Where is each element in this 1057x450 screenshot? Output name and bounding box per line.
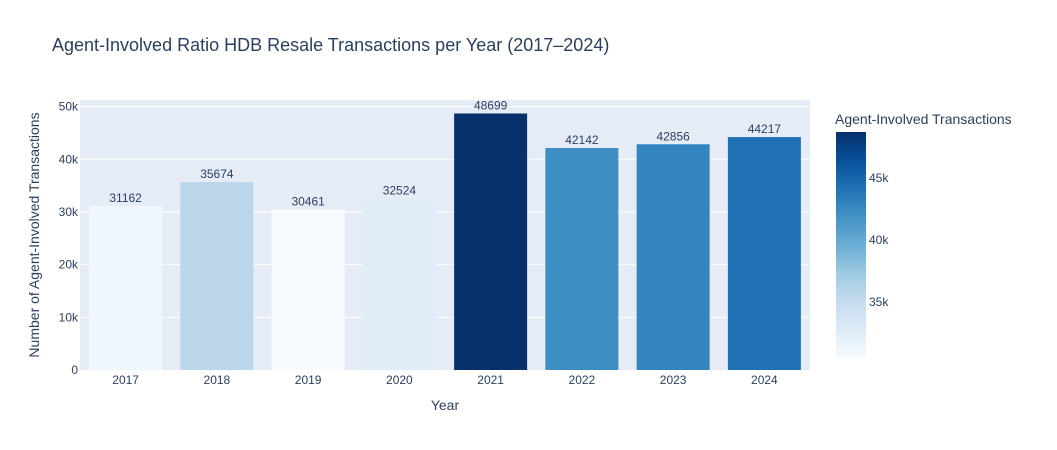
bar-2020 [362, 198, 436, 370]
colorbar-tick-label: 45k [869, 171, 889, 185]
bar-value-label: 42856 [656, 129, 690, 143]
bar-value-label: 32524 [383, 184, 417, 198]
chart-title: Agent-Involved Ratio HDB Resale Transact… [52, 35, 609, 55]
x-tick-label: 2021 [477, 373, 504, 387]
x-tick-label: 2022 [569, 373, 596, 387]
bar-labels: 31162 35674 30461 32524 48699 42142 42856 44217 [109, 98, 781, 208]
bar-2023 [636, 144, 710, 370]
bar-2019 [271, 209, 345, 370]
x-tick-labels: 2017 2018 2019 2020 2021 2022 2023 2024 [112, 373, 778, 387]
y-tick-label: 10k [59, 310, 79, 324]
bar-2021 [454, 113, 528, 370]
bar-value-label: 30461 [291, 195, 325, 209]
colorbar: Agent-Involved Transactions 35k 40k 45k [835, 111, 1012, 358]
bar-2022 [545, 148, 619, 370]
x-tick-label: 2023 [660, 373, 687, 387]
y-tick-label: 40k [59, 152, 79, 166]
colorbar-ticks: 35k 40k 45k [869, 171, 889, 309]
bar-2018 [180, 182, 254, 370]
bar-value-label: 42142 [565, 133, 599, 147]
x-axis-title: Year [431, 397, 460, 413]
colorbar-tick-label: 35k [869, 295, 889, 309]
x-tick-label: 2019 [295, 373, 322, 387]
bars [89, 113, 801, 370]
y-tick-label: 0 [71, 363, 78, 377]
colorbar-gradient [836, 132, 866, 358]
y-tick-label: 20k [59, 258, 79, 272]
bar-value-label: 31162 [109, 191, 142, 205]
bar-value-label: 44217 [748, 122, 782, 136]
bar-2024 [727, 137, 801, 370]
bar-value-label: 35674 [200, 167, 234, 181]
colorbar-tick-label: 40k [869, 233, 889, 247]
x-tick-label: 2024 [751, 373, 778, 387]
x-tick-label: 2018 [204, 373, 231, 387]
colorbar-title: Agent-Involved Transactions [835, 111, 1012, 127]
bar-2017 [89, 205, 163, 370]
y-tick-label: 50k [59, 100, 79, 114]
y-axis-title: Number of Agent-Involved Transactions [26, 112, 42, 357]
bar-value-label: 48699 [474, 98, 508, 112]
y-tick-labels: 0 10k 20k 30k 40k 50k [59, 100, 79, 377]
x-tick-label: 2017 [112, 373, 139, 387]
x-tick-label: 2020 [386, 373, 413, 387]
y-tick-label: 30k [59, 205, 79, 219]
